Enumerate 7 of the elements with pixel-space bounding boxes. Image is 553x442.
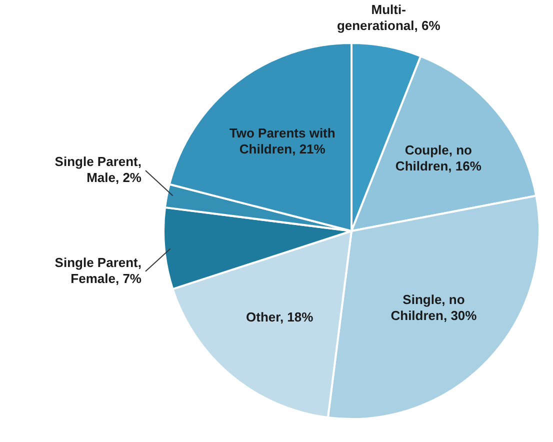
slice-label: Single Parent, Female, 7% — [54, 254, 142, 286]
slice-label: Multi-generational, 6% — [336, 2, 441, 34]
slice-label: Two Parents with Children, 21% — [229, 125, 336, 156]
slice-label: Other, 18% — [246, 309, 314, 324]
slice-label: Single, no Children, 30% — [390, 292, 478, 323]
slice-label: Couple, no Children, 16% — [395, 142, 482, 174]
slice-label: Single Parent, Male, 2% — [54, 154, 142, 186]
